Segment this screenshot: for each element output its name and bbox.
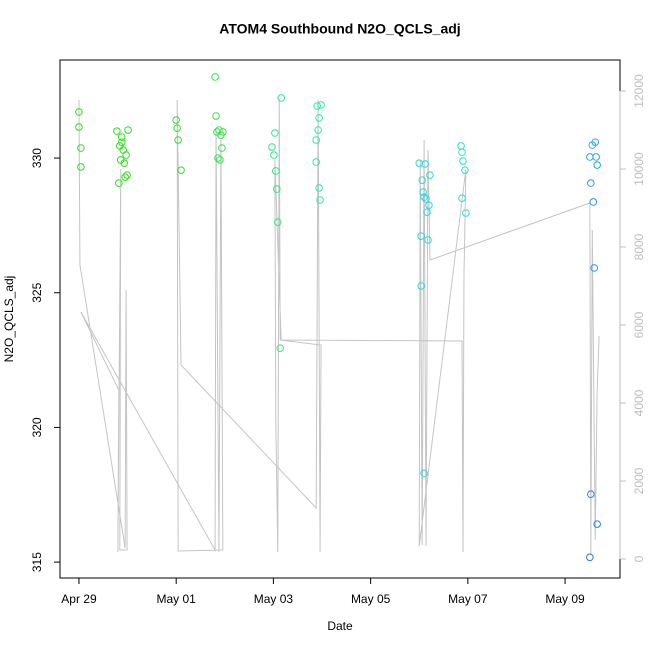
point xyxy=(312,158,320,166)
y2-tick-label: 4000 xyxy=(632,389,646,416)
point xyxy=(593,520,601,528)
point xyxy=(457,142,465,150)
chart-title: ATOM4 Southbound N2O_QCLS_adj xyxy=(219,21,460,37)
point xyxy=(124,126,132,134)
point xyxy=(587,179,595,187)
point xyxy=(273,185,281,193)
x-tick-label: May 01 xyxy=(157,592,197,606)
point xyxy=(216,156,224,164)
point xyxy=(75,123,83,131)
y-axis-label: N2O_QCLS_adj xyxy=(2,276,16,363)
point xyxy=(317,101,325,109)
point xyxy=(592,153,600,161)
point xyxy=(458,194,466,202)
point xyxy=(425,201,433,209)
point xyxy=(117,133,126,141)
point xyxy=(589,198,598,206)
point xyxy=(461,166,469,174)
y2-tick-label: 0 xyxy=(632,555,646,562)
point xyxy=(314,126,322,134)
y2-tick-label: 6000 xyxy=(632,311,646,338)
x-axis-label: Date xyxy=(327,619,353,633)
point xyxy=(313,102,321,110)
point xyxy=(177,166,185,174)
point xyxy=(415,159,424,167)
point xyxy=(215,126,223,134)
point xyxy=(121,173,129,181)
point xyxy=(420,469,428,478)
point xyxy=(462,209,470,217)
point xyxy=(417,282,425,290)
plot-frame xyxy=(59,59,621,579)
point xyxy=(422,195,430,203)
point xyxy=(419,188,427,196)
point xyxy=(421,160,429,168)
point xyxy=(113,127,121,135)
point xyxy=(271,129,279,137)
point xyxy=(418,176,426,184)
y2-tick-label: 10000 xyxy=(632,152,646,186)
point xyxy=(276,344,285,353)
x-tick-label: May 09 xyxy=(545,592,585,606)
x-tick-label: Apr 29 xyxy=(61,592,97,606)
point xyxy=(587,490,595,499)
point xyxy=(315,184,323,192)
point xyxy=(219,128,227,136)
x-tick-label: May 05 xyxy=(351,592,391,606)
point xyxy=(212,112,220,120)
point xyxy=(214,154,222,162)
y2-tick-label: 12000 xyxy=(632,74,646,108)
point xyxy=(115,179,123,187)
point xyxy=(117,138,126,146)
point xyxy=(268,143,276,151)
point xyxy=(458,148,466,156)
point xyxy=(273,218,282,226)
point xyxy=(123,171,131,179)
point xyxy=(75,108,83,116)
y-tick-label: 325 xyxy=(30,282,44,302)
point xyxy=(312,136,320,144)
y-tick-label: 330 xyxy=(30,148,44,168)
point xyxy=(420,193,428,201)
point xyxy=(172,116,180,124)
point xyxy=(590,264,599,272)
point xyxy=(423,208,431,216)
point xyxy=(426,171,434,179)
point xyxy=(316,196,324,204)
point xyxy=(315,114,323,122)
point xyxy=(417,232,425,240)
y-tick-label: 320 xyxy=(30,417,44,437)
point xyxy=(77,163,85,171)
altitude-line xyxy=(78,98,600,556)
y2-tick-label: 8000 xyxy=(632,233,646,260)
point xyxy=(174,136,182,144)
point xyxy=(211,73,219,81)
x-tick-label: May 07 xyxy=(448,592,488,606)
point xyxy=(593,161,601,169)
point xyxy=(277,94,285,102)
y-tick-label: 315 xyxy=(30,552,44,572)
point xyxy=(272,167,280,175)
point xyxy=(77,144,85,152)
y2-tick-label: 2000 xyxy=(632,467,646,494)
point xyxy=(173,124,181,132)
x-tick-label: May 03 xyxy=(254,592,294,606)
point xyxy=(424,236,432,244)
point xyxy=(270,151,278,159)
point xyxy=(120,159,128,167)
point xyxy=(459,157,467,165)
point xyxy=(591,138,600,146)
point xyxy=(586,153,594,161)
point xyxy=(122,151,130,159)
point xyxy=(586,553,594,562)
point xyxy=(218,144,226,152)
